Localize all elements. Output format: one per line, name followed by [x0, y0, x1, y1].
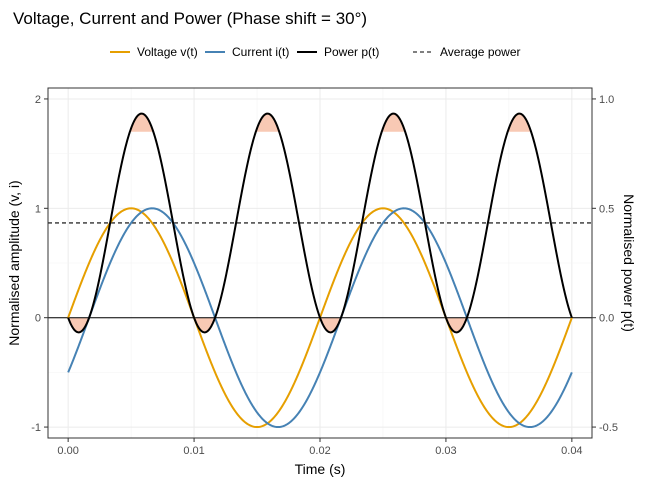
power-line	[67, 112, 573, 334]
y-tick-label: -1	[31, 422, 41, 434]
series-lines	[48, 112, 592, 429]
y-axis-left: -1 0 1 2	[31, 94, 48, 434]
x-tick-label: 0.04	[561, 445, 582, 457]
legend-label: Average power	[440, 45, 521, 59]
y-axis-title: Normalised amplitude (v, i)	[6, 180, 22, 345]
legend-label: Current i(t)	[232, 45, 289, 59]
y-tick-label: 1	[35, 203, 41, 215]
legend-label: Voltage v(t)	[137, 45, 198, 59]
x-tick-label: 0.00	[57, 445, 78, 457]
y-tick-label: 0	[35, 313, 41, 325]
legend: Voltage v(t) Current i(t) Power p(t) Averag…	[110, 45, 521, 59]
y-tick-label: 2	[35, 94, 41, 106]
y2-tick-label: 0.5	[599, 203, 614, 215]
x-axis: 0.00 0.01 0.02 0.03 0.04	[57, 438, 583, 457]
y2-tick-label: 1.0	[599, 94, 614, 106]
x-axis-title: Time (s)	[295, 461, 346, 477]
y2-tick-label: 0.0	[599, 313, 614, 325]
x-tick-label: 0.03	[435, 445, 456, 457]
x-tick-label: 0.01	[183, 445, 204, 457]
y-axis-right: -0.5 0.0 0.5 1.0	[592, 94, 618, 434]
x-tick-label: 0.02	[309, 445, 330, 457]
y2-axis-title: Normalised power p(t)	[621, 194, 637, 332]
legend-label: Power p(t)	[324, 45, 379, 59]
chart-title: Voltage, Current and Power (Phase shift …	[13, 9, 367, 28]
current-line	[67, 207, 573, 429]
y2-tick-label: -0.5	[599, 422, 618, 434]
